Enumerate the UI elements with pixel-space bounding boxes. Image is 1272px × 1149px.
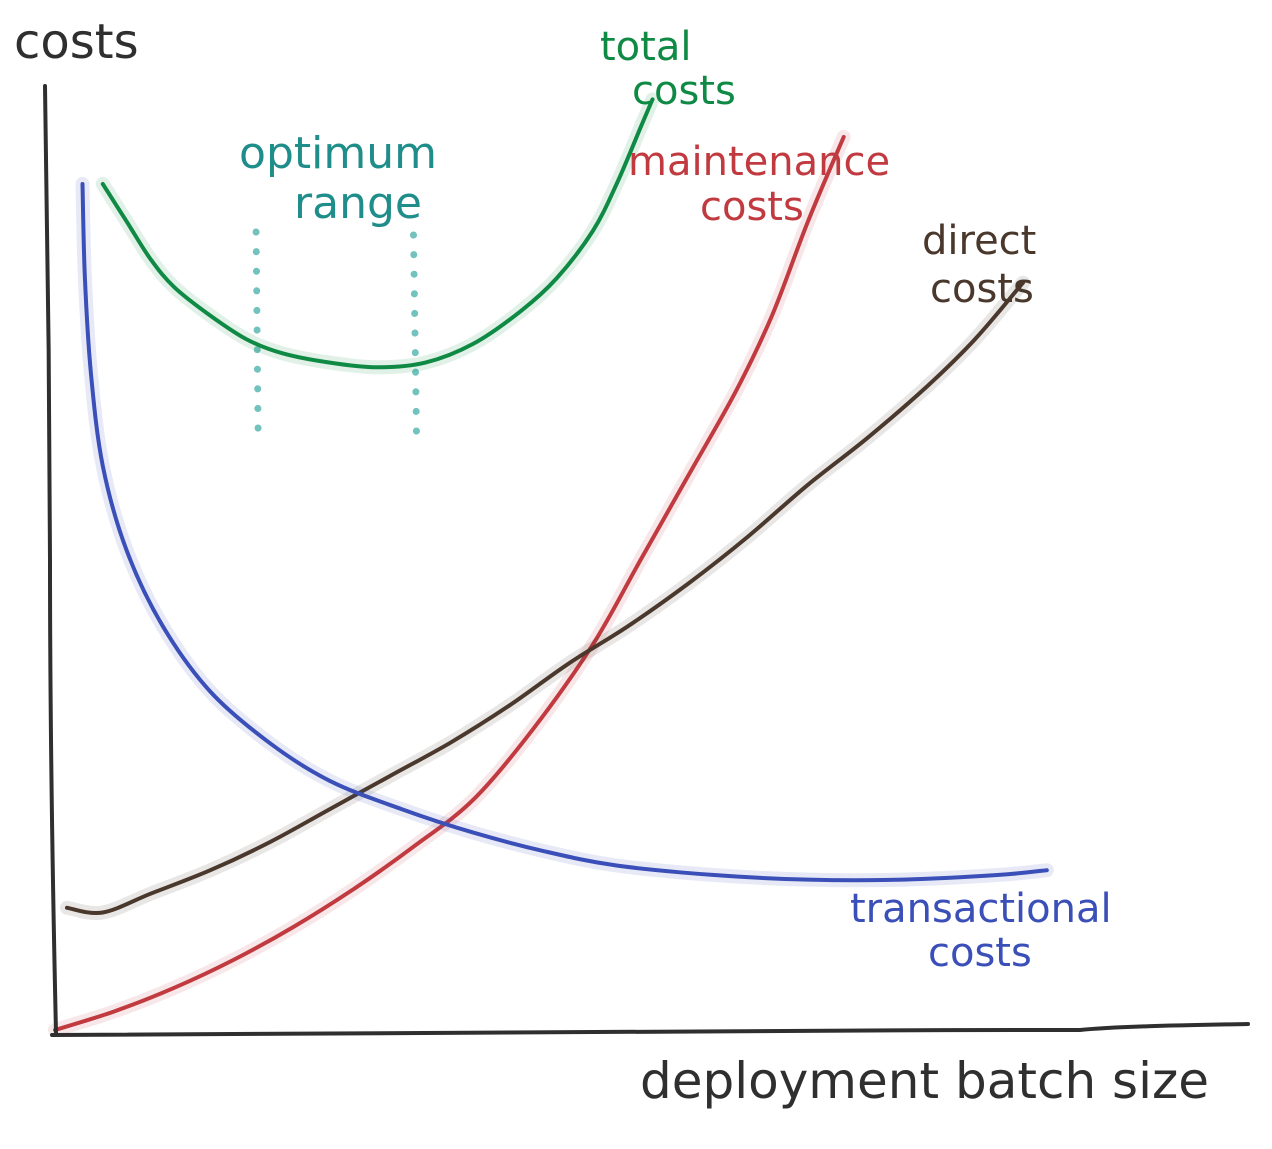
transactional-costs-line-shadow: [75, 177, 1054, 888]
maintenance-costs-line-shadow: [48, 130, 851, 1037]
direct-costs-label: direct costs: [922, 218, 1049, 312]
optimum-range-label: optimum range: [239, 128, 451, 229]
transactional-costs-line: [80, 182, 1049, 883]
maintenance-costs-label: maintenance costs: [628, 139, 903, 230]
direct-costs-label-line1: direct: [922, 218, 1036, 264]
total-costs-line: [100, 97, 655, 370]
optimum-range-label-line2: range: [294, 178, 422, 229]
maintenance-costs-label-line1: maintenance: [628, 139, 890, 185]
transactional-costs-label: transactional costs: [850, 886, 1124, 976]
transactional-costs-label-line1: transactional: [850, 886, 1112, 932]
optimum-range-right-marker: [410, 231, 420, 439]
total-costs-label-line1: total: [600, 24, 691, 70]
optimum-range-label-line1: optimum: [239, 128, 437, 179]
series-layer: [48, 92, 1054, 1037]
maintenance-costs-label-line2: costs: [700, 184, 804, 230]
optimum-range-left-marker: [252, 228, 262, 436]
transactional-costs-label-line2: costs: [928, 930, 1032, 976]
y-axis: [43, 84, 58, 1035]
x-axis: [50, 1022, 1250, 1037]
total-costs-label-line2: costs: [632, 68, 736, 114]
direct-costs-line-shadow: [60, 275, 1030, 921]
total-costs-label: total costs: [600, 24, 736, 114]
direct-costs-label-line2: costs: [930, 266, 1034, 312]
maintenance-costs-line: [53, 135, 846, 1032]
direct-costs-line: [65, 280, 1025, 916]
optimum-range: optimum range: [239, 128, 451, 439]
x-axis-title: deployment batch size: [640, 1052, 1209, 1110]
y-axis-title: costs: [14, 14, 139, 70]
